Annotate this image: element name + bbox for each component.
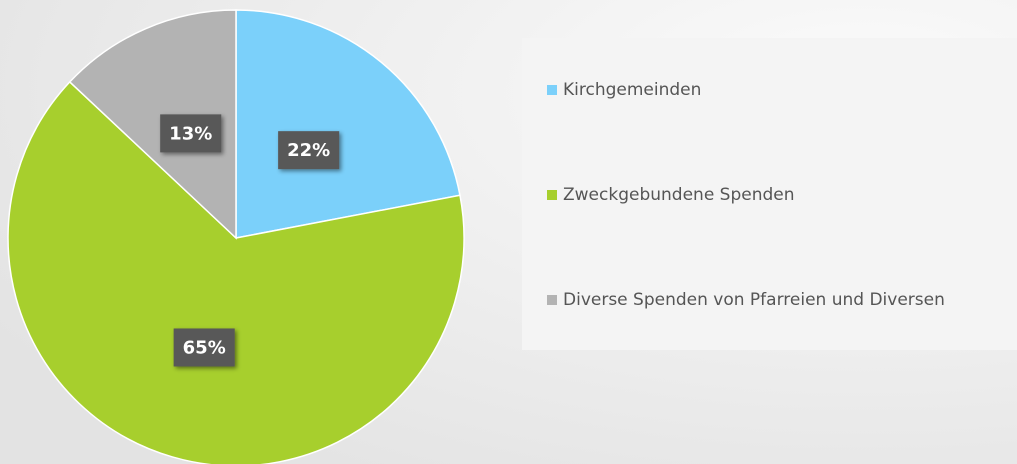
data-label: 13% [160,114,222,153]
legend-marker [547,190,557,200]
legend-marker [547,85,557,95]
legend-label: Diverse Spenden von Pfarreien und Divers… [563,290,945,310]
pie-slice [7,80,465,464]
data-label-text: 65% [183,337,226,358]
legend-box [522,38,1017,350]
data-label: 22% [278,131,340,170]
data-label-text: 22% [287,140,330,161]
data-label-box [278,131,340,170]
data-label-box [160,114,222,153]
pie-slice [68,9,237,240]
legend-label: Kirchgemeinden [563,80,701,100]
data-label-text: 13% [169,123,212,144]
legend-marker [547,295,557,305]
data-label: 65% [173,328,235,367]
pie-slice [235,9,461,239]
legend-label: Zweckgebundene Spenden [563,185,795,205]
data-label-box [173,328,235,367]
